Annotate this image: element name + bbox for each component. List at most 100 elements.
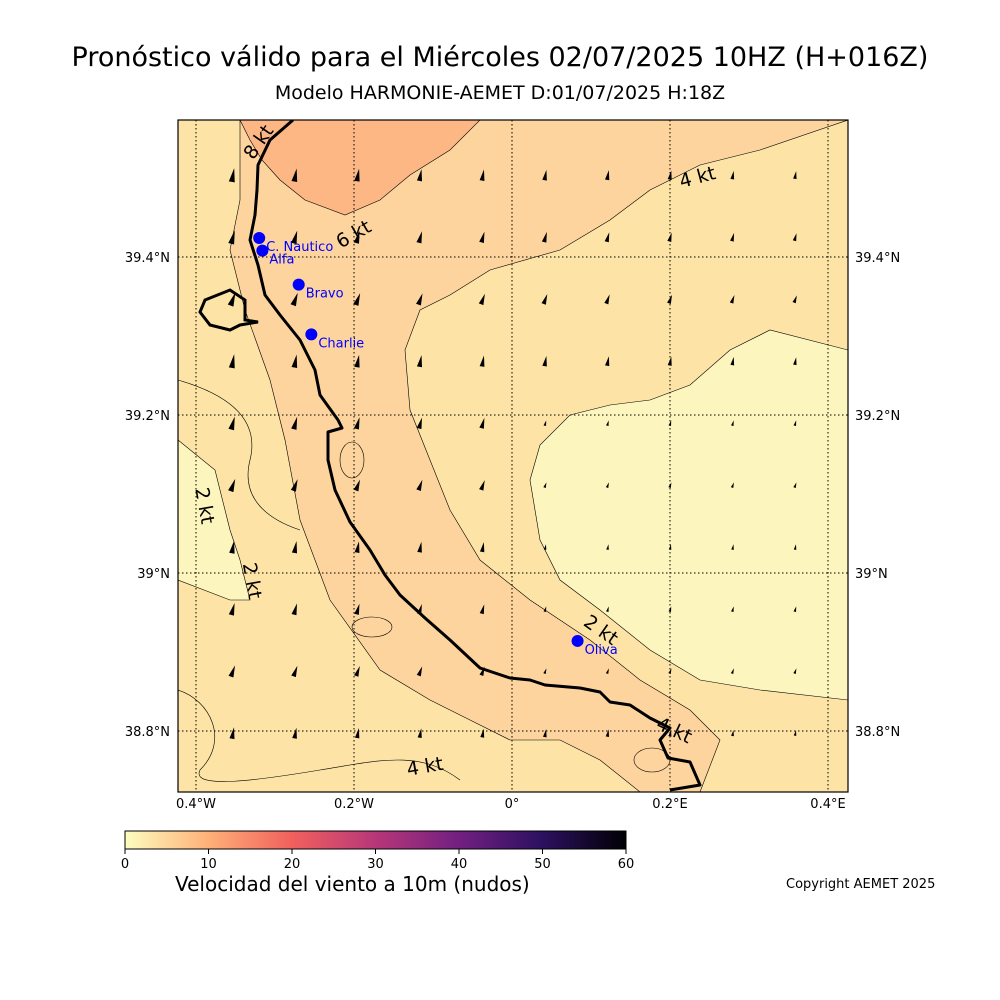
wind-arrow	[604, 294, 610, 305]
latitude-labels: 39.4°N 39.4°N 39.2°N 39.2°N 39°N 39°N 38.8°N 38…	[125, 251, 900, 740]
wind-arrow	[291, 665, 298, 678]
lat-tick-label-left: 39.2°N	[125, 409, 170, 424]
wind-arrow	[416, 293, 423, 306]
wind-arrow	[730, 232, 735, 242]
wind-arrow	[667, 232, 672, 242]
wind-arrow	[541, 231, 547, 243]
wind-arrow	[668, 729, 672, 737]
wind-arrow	[793, 544, 797, 550]
lon-tick-label: 0.4°W	[176, 797, 216, 812]
wind-arrows	[227, 168, 797, 740]
patch	[351, 616, 393, 638]
wind-arrow	[228, 416, 235, 431]
station-marker[interactable]	[256, 244, 269, 257]
colorbar-ticks: 0 10 20 30 40 50 60	[121, 849, 634, 872]
wind-arrow	[479, 542, 485, 553]
wind-arrow	[793, 171, 797, 180]
station-marker[interactable]	[292, 278, 305, 291]
wind-arrow	[479, 417, 485, 429]
wind-speed-field	[178, 120, 848, 792]
station-marker[interactable]	[305, 328, 318, 341]
wind-arrow	[730, 170, 735, 180]
wind-arrow	[291, 230, 298, 245]
wind-arrow	[542, 355, 547, 367]
wind-arrow	[228, 354, 235, 369]
station-marker[interactable]	[253, 232, 266, 245]
wind-arrow	[354, 666, 360, 677]
wind-arrow	[606, 606, 609, 612]
colorbar-tick-label: 0	[121, 857, 129, 872]
station-label: Bravo	[306, 287, 344, 302]
lon-tick-label: 0.4°E	[810, 797, 845, 812]
wind-arrow	[416, 479, 423, 492]
wind-arrow	[416, 666, 423, 677]
wind-arrow	[667, 170, 672, 180]
wind-arrow	[541, 294, 548, 305]
wind-arrow	[606, 420, 609, 426]
lon-tick-label: 0.2°W	[334, 797, 374, 812]
wind-arrow	[793, 668, 797, 675]
wind-arrow	[478, 293, 485, 306]
wind-arrow	[793, 420, 797, 426]
wind-arrow	[605, 729, 610, 737]
wind-arrow	[604, 232, 610, 243]
wind-arrow	[291, 168, 298, 183]
station-marker[interactable]	[571, 634, 584, 647]
wind-arrow	[290, 292, 298, 307]
wind-arrow	[354, 541, 360, 554]
page-title: Pronóstico válido para el Miércoles 02/0…	[71, 42, 929, 73]
colorbar-tick-label: 20	[284, 857, 301, 872]
wind-arrow	[479, 169, 485, 181]
wind-arrow	[417, 728, 422, 739]
wind-arrow	[605, 356, 610, 367]
wind-arrow	[228, 665, 236, 678]
wind-arrow	[291, 541, 298, 554]
wind-arrow	[730, 482, 734, 489]
wind-arrow	[227, 292, 236, 307]
wind-arrow	[793, 730, 797, 736]
wind-arrow	[228, 603, 235, 616]
colorbar-tick-label: 50	[534, 857, 551, 872]
station-label: Alfa	[269, 253, 294, 268]
lon-tick-label: 0.2°E	[652, 797, 687, 812]
wind-arrow	[543, 420, 547, 427]
wind-arrow	[479, 480, 485, 491]
lon-tick-label: 0°	[505, 797, 520, 812]
wind-arrow	[793, 357, 797, 366]
wind-arrow	[353, 479, 361, 492]
wind-arrow	[793, 482, 797, 489]
coastline	[198, 120, 702, 792]
wind-arrow	[731, 606, 734, 612]
station-label: Oliva	[585, 643, 618, 658]
wind-arrow	[543, 544, 547, 550]
wind-arrow	[731, 544, 734, 550]
wind-arrow	[543, 668, 547, 675]
wind-arrow	[291, 354, 298, 369]
wind-arrow	[416, 169, 423, 182]
wind-arrow	[542, 728, 547, 738]
wind-arrow	[291, 603, 298, 616]
wind-arrow	[353, 230, 360, 244]
copyright: Copyright AEMET 2025	[786, 877, 936, 892]
lat-tick-label-left: 39.4°N	[125, 251, 170, 266]
map-frame	[177, 119, 849, 793]
lat-tick-label-left: 38.8°N	[125, 725, 170, 740]
wind-arrow	[290, 479, 298, 492]
colorbar-tick-label: 60	[618, 857, 635, 872]
wind-arrow	[730, 668, 734, 675]
lat-tick-label-right: 39.4°N	[855, 251, 900, 266]
colorbar	[124, 830, 627, 850]
lat-tick-label-left: 39°N	[137, 567, 170, 582]
wind-arrow	[605, 482, 609, 489]
wind-arrow	[542, 169, 547, 181]
colorbar-tick-label: 40	[451, 857, 468, 872]
wind-arrow	[793, 606, 797, 612]
wind-arrow	[730, 356, 735, 366]
calm-zone-east	[529, 329, 848, 701]
page-subtitle: Modelo HARMONIE-AEMET D:01/07/2025 H:18Z	[274, 82, 726, 104]
wind-arrow	[354, 168, 360, 182]
station-label: C. Nautico	[266, 240, 333, 255]
wind-arrow	[480, 728, 485, 738]
wind-arrow	[229, 540, 235, 554]
